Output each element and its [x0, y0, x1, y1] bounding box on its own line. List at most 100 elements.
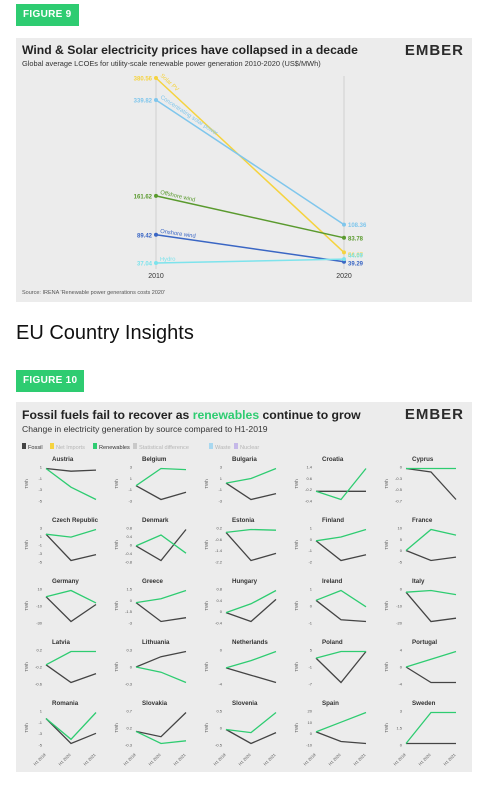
y-axis-label: TWh	[384, 723, 389, 733]
y-tick-label: -0.8	[125, 560, 133, 565]
renewables-line	[225, 650, 277, 669]
country-chart-estonia: Estonia 0.2 -0.6 -1.4 -2.2 TWh	[204, 517, 277, 565]
y-axis-label: TWh	[384, 662, 389, 672]
country-title: Ireland	[322, 578, 343, 585]
y-tick-label: 5	[310, 648, 313, 653]
y-tick-label: 1	[40, 465, 43, 470]
y-axis-label: TWh	[384, 479, 389, 489]
renewables-line	[225, 711, 277, 734]
fossil-line	[315, 731, 367, 745]
country-chart-belgium: Belgium 3 1 -1 -3 TWh	[114, 456, 187, 504]
series-line-concentrating-solar-power	[155, 99, 345, 226]
y-tick-label: 3	[130, 465, 133, 470]
country-title: Germany	[52, 578, 79, 585]
country-title: Estonia	[232, 517, 255, 524]
country-title: Romania	[52, 700, 79, 707]
fossil-line	[135, 712, 187, 738]
y-tick-label: -4	[398, 682, 402, 687]
y-tick-label: -0.3	[125, 743, 133, 748]
y-tick-label: -0.3	[395, 476, 403, 481]
series-label-onshore-wind: Onshore wind	[160, 229, 196, 240]
y-axis-label: TWh	[294, 662, 299, 672]
y-tick-label: -4	[218, 682, 222, 687]
renewables-line	[45, 467, 97, 501]
y-tick-label: -2.2	[215, 560, 223, 565]
x-tick-2010: 2010	[148, 273, 164, 280]
country-title: Bulgaria	[232, 456, 257, 463]
renewables-line	[45, 712, 97, 741]
y-tick-label: -0.3	[125, 682, 133, 687]
country-title: Finland	[322, 517, 344, 524]
x-tick-label: H1 2020	[327, 752, 342, 767]
y-tick-label: -10	[306, 743, 313, 748]
point-2010-concentrating-solar-power	[154, 97, 158, 102]
y-tick-label: 3	[400, 709, 403, 714]
x-tick-label: H1 2019	[122, 752, 137, 767]
legend-label-renewables: Renewables	[99, 445, 130, 451]
y-axis-label: TWh	[24, 479, 29, 489]
x-tick-label: H1 2020	[417, 752, 432, 767]
country-title: Latvia	[52, 639, 70, 646]
y-tick-label: 20	[308, 709, 313, 714]
ember-logo-2: EMBER	[404, 406, 464, 423]
y-axis-label: TWh	[114, 540, 119, 550]
x-tick-label: H1 2021	[352, 752, 367, 767]
x-tick-label: H1 2019	[212, 752, 227, 767]
y-tick-label: -20	[396, 621, 403, 626]
country-title: Austria	[52, 456, 74, 463]
y-tick-label: 0.6	[306, 476, 312, 481]
country-chart-greece: Greece 1.5 0 -1.5 -3 TWh	[114, 578, 187, 626]
country-title: Sweden	[412, 700, 436, 707]
y-tick-label: -1	[308, 665, 312, 670]
y-tick-label: -0.2	[35, 665, 43, 670]
series-label-concentrating-solar-power: Concentrating solar power	[159, 95, 219, 137]
fossil-line	[315, 599, 367, 623]
country-chart-portugal: Portugal 4 0 -4 TWh	[384, 639, 457, 687]
country-chart-finland: Finland 1 0 -1 -2 TWh	[294, 517, 367, 565]
renewables-line	[315, 711, 367, 733]
fossil-line	[45, 596, 97, 623]
y-tick-label: -3	[38, 551, 42, 556]
fossil-line	[405, 549, 457, 562]
y-tick-label: -5	[38, 499, 42, 504]
fossil-line	[135, 485, 187, 501]
country-chart-cyprus: Cyprus 0 -0.3 -0.5 -0.7 TWh	[384, 456, 457, 504]
renewables-line	[225, 528, 277, 534]
y-axis-label: TWh	[24, 601, 29, 611]
figure-9-title: Wind & Solar electricity prices have col…	[22, 43, 358, 57]
figure-9-badge: FIGURE 9	[16, 4, 79, 26]
country-title: Hungary	[232, 578, 258, 585]
y-tick-label: -30	[36, 621, 43, 626]
y-tick-label: 0	[400, 465, 403, 470]
country-chart-hungary: Hungary 0.8 0.4 0 -0.4 TWh	[204, 578, 277, 626]
y-tick-label: -10	[36, 604, 43, 609]
y-axis-label: TWh	[294, 540, 299, 550]
country-chart-croatia: Croatia 1.4 0.6 -0.2 -0.4 TWh	[294, 456, 367, 504]
x-tick-label: H1 2021	[442, 752, 457, 767]
series-label-hydro: Hydro	[160, 257, 176, 263]
value-label-2010-offshore-wind: 161.62	[134, 194, 153, 200]
y-tick-label: -2	[308, 560, 312, 565]
country-chart-poland: Poland 5 -1 -7 TWh	[294, 639, 367, 687]
country-title: Spain	[322, 700, 339, 707]
fossil-line	[405, 666, 456, 684]
figure-9-panel: Wind & Solar electricity prices have col…	[16, 38, 472, 302]
y-tick-label: 0	[220, 609, 223, 614]
country-chart-ireland: Ireland 1 0 -1 TWh	[294, 578, 367, 626]
renewables-line	[315, 650, 366, 659]
renewables-line	[405, 528, 457, 551]
fossil-line	[45, 467, 97, 472]
fossil-line	[225, 667, 277, 684]
renewables-line	[45, 589, 97, 604]
renewables-line	[135, 589, 187, 604]
y-tick-label: -0.6	[35, 682, 43, 687]
y-tick-label: 1	[40, 534, 43, 539]
y-tick-label: -0.4	[305, 499, 313, 504]
title-mid: fuels fail to recover as	[57, 408, 193, 422]
fossil-line	[405, 591, 457, 623]
renewables-line	[405, 711, 456, 744]
renewables-line	[315, 528, 367, 542]
legend-swatch-statistical-difference	[133, 443, 137, 449]
renewables-line	[405, 650, 457, 668]
series-line-onshore-wind	[155, 234, 345, 263]
